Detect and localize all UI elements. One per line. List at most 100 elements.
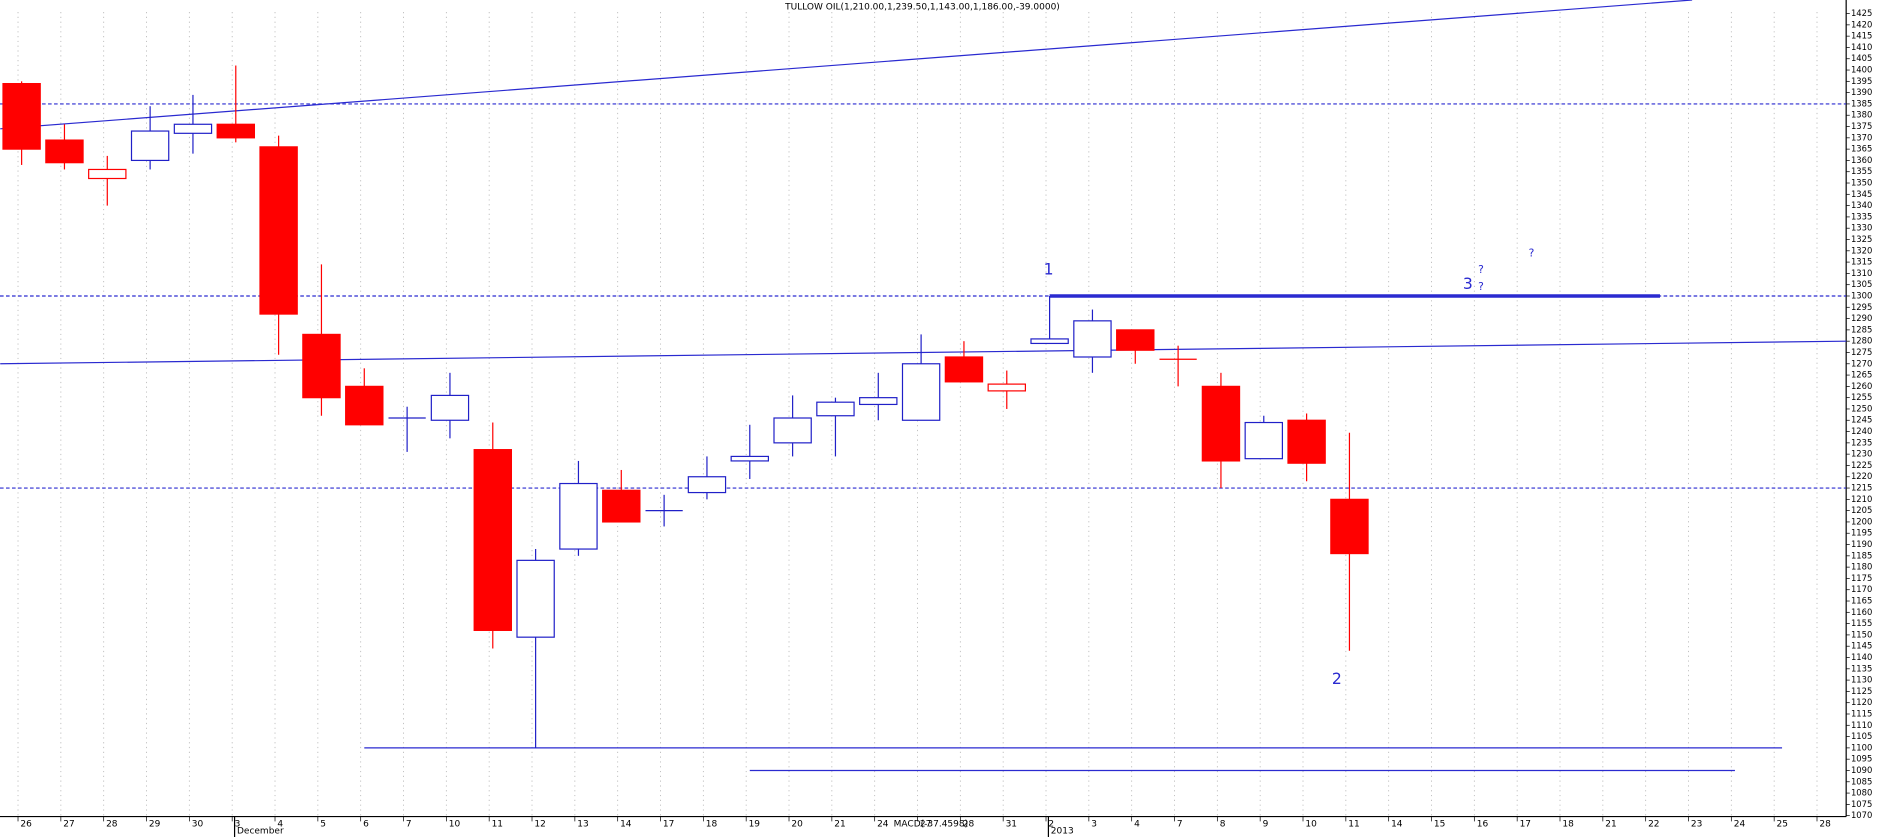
x-tick-label: 22: [1648, 819, 1659, 829]
x-tick-label: 21: [1605, 819, 1616, 829]
y-tick-label: 1240: [1851, 426, 1872, 436]
candle-body: [302, 333, 341, 399]
x-tick-label: 29: [149, 819, 161, 829]
x-tick-label: 17: [1520, 819, 1531, 829]
y-tick-label: 1400: [1851, 65, 1872, 75]
x-tick-label: 27: [63, 819, 74, 829]
month-label: 2013: [1051, 826, 1074, 836]
x-tick-label: 3: [235, 819, 241, 829]
candle-body: [345, 385, 384, 426]
candle-body: [216, 123, 256, 139]
y-tick-label: 1300: [1851, 290, 1872, 300]
y-tick-label: 1070: [1851, 810, 1872, 820]
y-tick-label: 1125: [1851, 686, 1872, 696]
y-tick-label: 1285: [1851, 324, 1872, 334]
y-tick-label: 1170: [1851, 584, 1872, 594]
y-tick-label: 1120: [1851, 697, 1872, 707]
candle-body: [602, 489, 641, 523]
y-tick-label: 1100: [1851, 742, 1872, 752]
y-tick-label: 1375: [1851, 121, 1872, 131]
y-tick-label: 1340: [1851, 200, 1872, 210]
x-tick-label: 8: [1220, 819, 1226, 829]
x-tick-label: 28: [1819, 819, 1831, 829]
y-tick-label: 1160: [1851, 607, 1872, 617]
y-tick-label: 1185: [1851, 550, 1872, 560]
y-tick-label: 1175: [1851, 573, 1872, 583]
y-tick-label: 1420: [1851, 19, 1872, 29]
y-tick-label: 1290: [1851, 313, 1872, 323]
y-tick-label: 1095: [1851, 754, 1872, 764]
y-tick-label: 1195: [1851, 528, 1872, 538]
x-tick-label: 7: [406, 819, 412, 829]
y-tick-label: 1220: [1851, 471, 1872, 481]
y-tick-label: 1310: [1851, 268, 1872, 278]
chart-title: TULLOW OIL(1,210.00,1,239.50,1,143.00,1,…: [784, 3, 1060, 13]
x-tick-label: 28: [963, 819, 975, 829]
x-tick-label: 18: [706, 819, 718, 829]
y-tick-label: 1315: [1851, 257, 1872, 267]
candle-body: [130, 130, 170, 162]
x-tick-label: 5: [320, 819, 326, 829]
y-tick-label: 1145: [1851, 641, 1872, 651]
y-tick-label: 1180: [1851, 562, 1872, 572]
x-tick-label: 25: [1777, 819, 1788, 829]
candle-body: [1287, 419, 1326, 464]
x-tick-label: 27: [920, 819, 931, 829]
candle-body: [1030, 338, 1069, 345]
annotation: ?: [1478, 280, 1484, 293]
x-tick-label: 13: [577, 819, 588, 829]
candle-body: [2, 82, 41, 150]
x-tick-label: 15: [1434, 819, 1445, 829]
y-tick-label: 1105: [1851, 731, 1872, 741]
y-tick-label: 1360: [1851, 155, 1872, 165]
y-tick-label: 1130: [1851, 675, 1872, 685]
x-tick-label: 30: [192, 819, 204, 829]
y-tick-label: 1190: [1851, 539, 1872, 549]
x-tick-label: 2: [1048, 819, 1054, 829]
x-tick-label: 7: [1177, 819, 1183, 829]
y-tick-label: 1165: [1851, 596, 1872, 606]
candle-body: [45, 139, 84, 164]
candle-body: [1073, 320, 1112, 358]
annotation: 3: [1463, 275, 1473, 293]
x-tick-label: 14: [1391, 819, 1403, 829]
y-tick-label: 1200: [1851, 516, 1872, 526]
y-tick-label: 1415: [1851, 31, 1872, 41]
y-tick-label: 1365: [1851, 144, 1872, 154]
y-tick-label: 1140: [1851, 652, 1872, 662]
candle-body: [559, 482, 598, 550]
y-tick-label: 1135: [1851, 663, 1872, 673]
x-tick-label: 28: [106, 819, 118, 829]
y-tick-label: 1355: [1851, 166, 1872, 176]
y-tick-label: 1235: [1851, 437, 1872, 447]
y-tick-label: 1380: [1851, 110, 1872, 120]
y-tick-label: 1330: [1851, 223, 1872, 233]
candle-body: [730, 455, 769, 462]
x-tick-label: 26: [20, 819, 32, 829]
y-tick-label: 1280: [1851, 336, 1872, 346]
y-tick-label: 1320: [1851, 245, 1872, 255]
candle-body: [987, 383, 1026, 392]
x-tick-label: 14: [620, 819, 632, 829]
y-tick-label: 1395: [1851, 76, 1872, 86]
x-tick-label: 24: [877, 819, 889, 829]
candle-body: [473, 449, 513, 631]
y-tick-label: 1325: [1851, 234, 1872, 244]
y-tick-label: 1385: [1851, 98, 1872, 108]
x-tick-label: 12: [534, 819, 545, 829]
x-tick-label: 17: [663, 819, 674, 829]
y-tick-label: 1295: [1851, 302, 1872, 312]
y-tick-label: 1410: [1851, 42, 1872, 52]
y-tick-label: 1345: [1851, 189, 1872, 199]
y-tick-label: 1275: [1851, 347, 1872, 357]
candle-body: [259, 146, 298, 315]
x-tick-label: 19: [749, 819, 761, 829]
y-tick-label: 1210: [1851, 494, 1872, 504]
candle-body: [1244, 421, 1283, 460]
y-tick-label: 1090: [1851, 765, 1872, 775]
y-tick-label: 1225: [1851, 460, 1872, 470]
y-tick-label: 1110: [1851, 720, 1872, 730]
x-tick-label: 10: [449, 819, 461, 829]
candle-body: [88, 168, 127, 180]
